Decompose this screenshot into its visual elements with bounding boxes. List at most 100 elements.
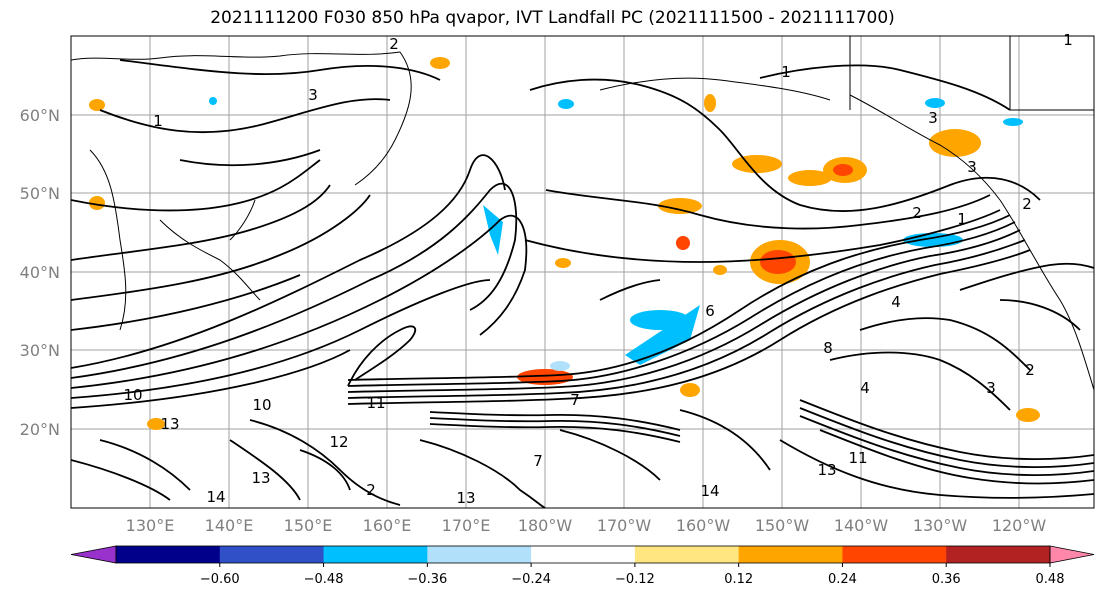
contour-label: 12 [329, 433, 348, 451]
coastlines [71, 36, 1094, 391]
gridlines [71, 36, 1094, 508]
contour-label: 13 [456, 489, 475, 507]
contour-label: 3 [967, 158, 977, 176]
colorbar-segment [323, 546, 428, 563]
map-content [71, 36, 1094, 508]
colorbar-segment [531, 546, 636, 563]
longitude-label: 120°W [992, 516, 1047, 535]
anomaly-patch [558, 99, 574, 109]
anomaly-patch [89, 196, 105, 210]
longitude-label: 150°W [755, 516, 810, 535]
longitude-label: 150°E [284, 516, 333, 535]
contour-label: 3 [308, 86, 318, 104]
longitude-label: 170°W [597, 516, 652, 535]
longitude-label: 130°E [126, 516, 175, 535]
colorbar-label: 0.12 [724, 572, 753, 587]
contour-label: 6 [705, 302, 715, 320]
contour-label: 8 [823, 339, 833, 357]
colorbar-segment [842, 546, 947, 563]
latitude-labels: 60°N 50°N 40°N 30°N 20°N [20, 106, 60, 439]
anomaly-patch [209, 97, 217, 105]
qvapor-positive-patches [89, 57, 1040, 430]
colorbar-extend-low [70, 545, 117, 564]
colorbar-outline [115, 545, 1051, 564]
contour-label: 2 [1022, 195, 1032, 213]
contour-label: 3 [986, 379, 996, 397]
contour-label: 11 [848, 449, 867, 467]
anomaly-patch [630, 310, 690, 330]
colorbar: −0.60 −0.48 −0.36 −0.24 −0.12 0.12 0.24 0.36 0.4… [70, 545, 1095, 587]
colorbar-segment [738, 546, 843, 563]
anomaly-patch [658, 198, 702, 214]
longitude-labels: 130°E 140°E 150°E 160°E 170°E 180°W 170°W 160°W… [126, 516, 1047, 535]
contour-label: 2 [366, 481, 376, 499]
contour-label: 11 [366, 394, 385, 412]
contour-label: 4 [891, 293, 901, 311]
contour-label: 2 [389, 35, 399, 53]
contour-label: 10 [123, 386, 142, 404]
contour-label: 14 [206, 488, 225, 506]
anomaly-patch [89, 99, 105, 111]
anomaly-patch [147, 418, 165, 430]
contour-label: 2 [912, 204, 922, 222]
anomaly-patch [704, 94, 716, 112]
anomaly-patch [788, 170, 832, 186]
contour-label: 1 [957, 210, 967, 228]
longitude-label: 160°E [363, 516, 412, 535]
anomaly-patch [925, 98, 945, 108]
latitude-label: 50°N [20, 184, 60, 203]
contour-label: 2 [1025, 361, 1035, 379]
anomaly-patch [1016, 408, 1040, 422]
contour-label: 13 [817, 461, 836, 479]
contour-label: 1 [781, 63, 791, 81]
anomaly-patch [732, 155, 782, 173]
colorbar-label: 0.36 [932, 572, 961, 587]
anomaly-patch [555, 258, 571, 268]
colorbar-label: 0.48 [1036, 572, 1065, 587]
longitude-label: 140°W [834, 516, 889, 535]
longitude-label: 160°W [676, 516, 731, 535]
contour-label: 1 [153, 112, 163, 130]
anomaly-patch [903, 233, 963, 247]
colorbar-label: −0.24 [511, 572, 551, 587]
colorbar-extend-high [1049, 545, 1095, 564]
contour-label: 10 [252, 396, 271, 414]
anomaly-patch [1003, 118, 1023, 126]
anomaly-patch [550, 361, 570, 371]
colorbar-segment [634, 546, 740, 563]
contour-label: 7 [570, 391, 580, 409]
anomaly-patch [483, 205, 503, 255]
colorbar-segment [219, 546, 325, 563]
colorbar-segment [946, 546, 1051, 563]
latitude-label: 60°N [20, 106, 60, 125]
colorbar-label: −0.60 [200, 572, 240, 587]
latitude-label: 40°N [20, 263, 60, 282]
latitude-label: 30°N [20, 341, 60, 360]
colorbar-label: −0.12 [615, 572, 655, 587]
anomaly-patch [676, 236, 690, 250]
colorbar-segment [116, 546, 221, 563]
anomaly-patch [430, 57, 450, 69]
ivt-contours [71, 59, 1094, 508]
map-frame [70, 35, 1095, 509]
longitude-label: 130°W [913, 516, 968, 535]
map-title: 2021111200 F030 850 hPa qvapor, IVT Land… [210, 8, 895, 28]
longitude-label: 180°W [518, 516, 573, 535]
latitude-label: 20°N [20, 420, 60, 439]
contour-label: 7 [533, 452, 543, 470]
contour-label: 13 [160, 415, 179, 433]
longitude-label: 140°E [205, 516, 254, 535]
contour-label: 1 [1063, 31, 1073, 49]
colorbar-label: −0.48 [304, 572, 344, 587]
anomaly-patch [760, 250, 796, 274]
contour-label: 14 [700, 482, 719, 500]
anomaly-patch [929, 129, 981, 157]
colorbar-label: 0.24 [828, 572, 857, 587]
colorbar-label: −0.36 [407, 572, 447, 587]
colorbar-segment [427, 546, 532, 563]
contour-label: 4 [860, 379, 870, 397]
anomaly-patch [713, 265, 727, 275]
anomaly-patch [680, 383, 700, 397]
